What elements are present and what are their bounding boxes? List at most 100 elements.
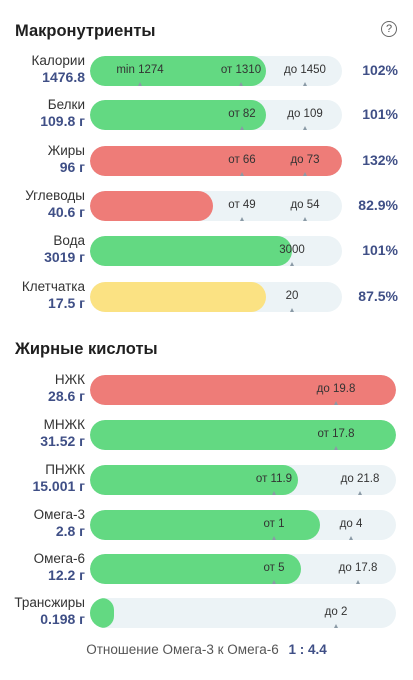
- progress-fill: [90, 420, 396, 450]
- range-tick: [290, 262, 294, 266]
- percent-value: 82.9%: [358, 197, 398, 213]
- percent-value: 101%: [362, 106, 398, 122]
- nutrient-amount: 1476.8: [42, 69, 85, 85]
- macro-row: Белки 109.8 г от 82 до 109 101%: [0, 97, 413, 137]
- percent-value: 132%: [362, 152, 398, 168]
- macro-row: Клетчатка 17.5 г 20 87.5%: [0, 279, 413, 319]
- omega-ratio: Отношение Омега-3 к Омега-6 1 : 4.4: [0, 642, 413, 657]
- nutrient-name: Калории: [31, 53, 86, 68]
- nutrient-name: Вода: [53, 233, 85, 248]
- range-label: до 17.8: [338, 562, 378, 574]
- range-label: до 2: [324, 606, 348, 618]
- range-label: от 1310: [220, 64, 262, 76]
- progress-fill: [90, 510, 320, 540]
- range-label: от 1: [263, 518, 285, 530]
- range-label: до 109: [287, 108, 323, 120]
- percent-value: 102%: [362, 62, 398, 78]
- fats-row: Омега-6 12.2 г от 5 до 17.8: [0, 551, 413, 591]
- progress-track: до 2: [90, 598, 396, 628]
- nutrient-amount: 28.6 г: [48, 388, 85, 404]
- range-tick: [334, 624, 338, 628]
- progress-fill: [90, 375, 396, 405]
- range-tick: [240, 172, 244, 176]
- progress-fill: [90, 100, 266, 130]
- macro-row: Калории 1476.8 min 1274 от 1310 до 1450 102%: [0, 53, 413, 93]
- progress-fill: [90, 236, 292, 266]
- progress-fill: [90, 146, 342, 176]
- progress-track: от 49 до 54: [90, 191, 342, 221]
- range-tick: [239, 82, 243, 86]
- range-label: от 11.9: [255, 473, 293, 485]
- macro-row: Углеводы 40.6 г от 49 до 54 82.9%: [0, 188, 413, 228]
- range-tick: [240, 217, 244, 221]
- nutrient-name: НЖК: [54, 372, 85, 387]
- help-icon[interactable]: ?: [381, 21, 397, 37]
- range-tick: [240, 126, 244, 130]
- nutrient-amount: 12.2 г: [48, 567, 85, 583]
- range-label: от 49: [228, 199, 256, 211]
- progress-track: 3000: [90, 236, 342, 266]
- nutrient-name: Омега-3: [33, 507, 85, 522]
- range-label: 3000: [279, 244, 305, 256]
- macro-row: Жиры 96 г от 66 до 73 132%: [0, 143, 413, 183]
- nutrient-name: Белки: [47, 97, 85, 112]
- fats-row: МНЖК 31.52 г от 17.8: [0, 417, 413, 457]
- range-tick: [303, 172, 307, 176]
- range-tick: [334, 446, 338, 450]
- progress-fill: [90, 598, 114, 628]
- percent-value: 101%: [362, 242, 398, 258]
- nutrient-name: МНЖК: [43, 417, 85, 432]
- nutrient-amount: 2.8 г: [55, 523, 85, 539]
- nutrient-name: Клетчатка: [21, 279, 85, 294]
- macronutrients-title: Макронутриенты: [15, 22, 156, 40]
- omega-ratio-value: 1 : 4.4: [288, 642, 327, 657]
- range-label: от 82: [228, 108, 256, 120]
- progress-track: min 1274 от 1310 до 1450: [90, 56, 342, 86]
- range-tick: [272, 536, 276, 540]
- range-tick: [334, 401, 338, 405]
- range-tick: [303, 82, 307, 86]
- range-label: 20: [285, 290, 299, 302]
- progress-track: 20: [90, 282, 342, 312]
- range-label: от 66: [228, 154, 256, 166]
- progress-fill: [90, 191, 213, 221]
- nutrient-name: Омега-6: [33, 551, 85, 566]
- range-tick: [272, 491, 276, 495]
- range-label: min 1274: [116, 64, 164, 76]
- range-tick: [138, 82, 142, 86]
- progress-fill: [90, 56, 266, 86]
- progress-fill: [90, 554, 301, 584]
- nutrient-amount: 96 г: [59, 159, 85, 175]
- range-tick: [303, 126, 307, 130]
- nutrient-name: Трансжиры: [14, 595, 85, 610]
- fats-row: ПНЖК 15.001 г от 11.9 до 21.8: [0, 462, 413, 502]
- range-label: от 5: [263, 562, 285, 574]
- range-tick: [356, 580, 360, 584]
- progress-track: от 66 до 73: [90, 146, 342, 176]
- nutrient-amount: 3019 г: [44, 249, 85, 265]
- range-tick: [349, 536, 353, 540]
- fats-row: Трансжиры 0.198 г до 2: [0, 595, 413, 635]
- progress-fill: [90, 465, 298, 495]
- nutrient-amount: 31.52 г: [40, 433, 85, 449]
- range-label: до 19.8: [316, 383, 356, 395]
- progress-track: от 17.8: [90, 420, 396, 450]
- range-tick: [272, 580, 276, 584]
- nutrient-amount: 40.6 г: [48, 204, 85, 220]
- nutrient-amount: 17.5 г: [48, 295, 85, 311]
- range-label: до 4: [339, 518, 363, 530]
- nutrient-amount: 15.001 г: [32, 478, 85, 494]
- progress-track: до 19.8: [90, 375, 396, 405]
- nutrient-amount: 109.8 г: [40, 113, 85, 129]
- range-label: до 1450: [284, 64, 326, 76]
- range-tick: [290, 308, 294, 312]
- progress-fill: [90, 282, 266, 312]
- fatty-acids-title: Жирные кислоты: [15, 340, 158, 358]
- progress-track: от 5 до 17.8: [90, 554, 396, 584]
- fats-row: НЖК 28.6 г до 19.8: [0, 372, 413, 412]
- nutrient-name: ПНЖК: [45, 462, 85, 477]
- nutrient-name: Углеводы: [25, 188, 85, 203]
- fats-row: Омега-3 2.8 г от 1 до 4: [0, 507, 413, 547]
- progress-track: от 11.9 до 21.8: [90, 465, 396, 495]
- range-label: до 73: [290, 154, 320, 166]
